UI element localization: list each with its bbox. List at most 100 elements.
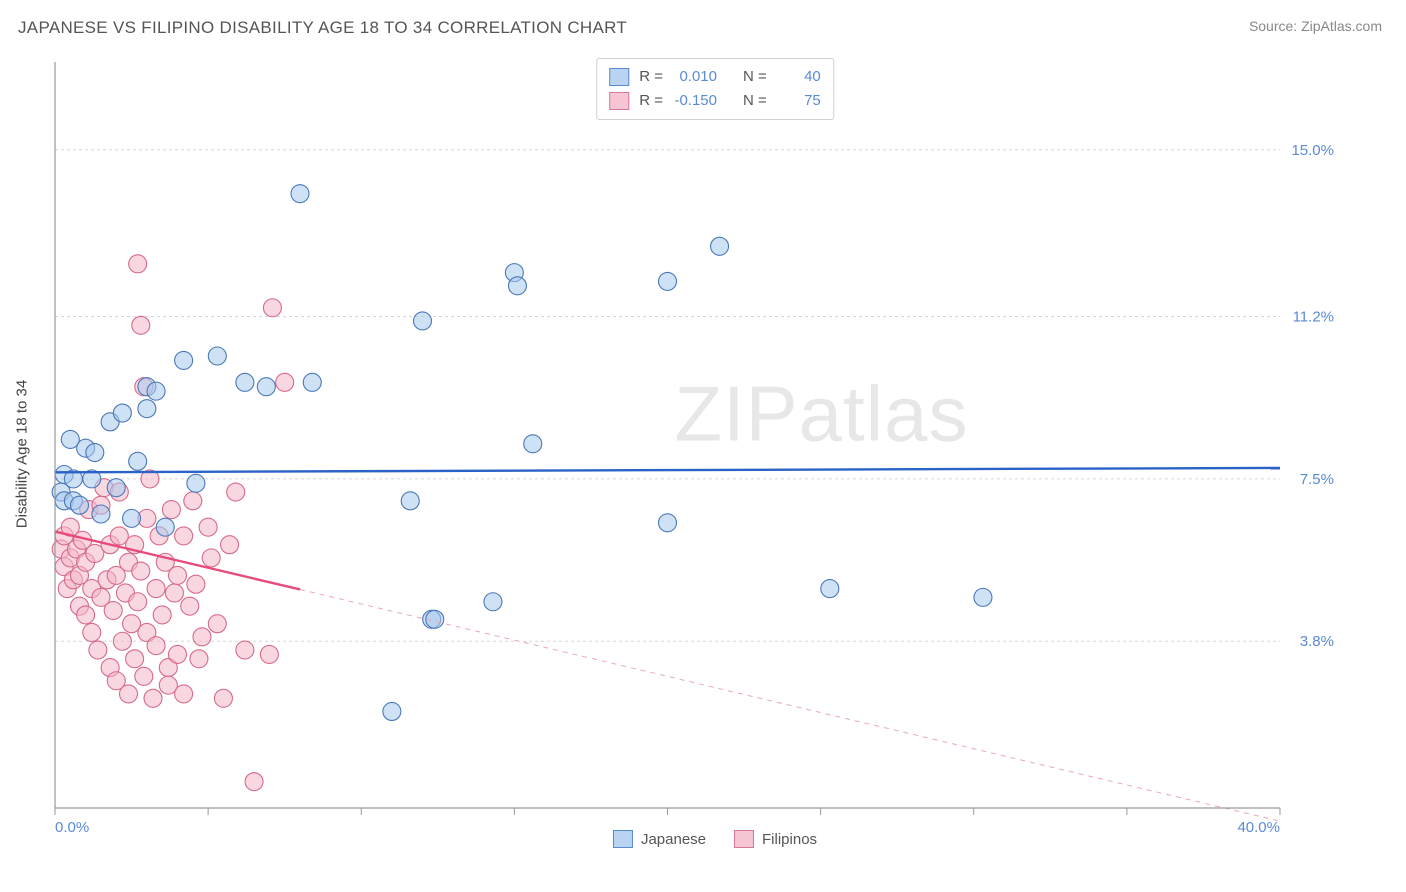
data-point — [175, 685, 193, 703]
data-point — [524, 435, 542, 453]
legend-r-label: R = — [639, 89, 663, 113]
swatch-filipinos — [609, 92, 629, 110]
y-axis-label: Disability Age 18 to 34 — [14, 380, 31, 528]
data-point — [659, 272, 677, 290]
data-point — [144, 689, 162, 707]
data-point — [221, 536, 239, 554]
legend-r-value-filipinos: -0.150 — [673, 89, 717, 113]
data-point — [132, 562, 150, 580]
swatch-japanese — [609, 68, 629, 86]
swatch-filipinos — [734, 830, 754, 848]
data-point — [508, 277, 526, 295]
data-point — [175, 351, 193, 369]
data-point — [414, 312, 432, 330]
data-point — [263, 299, 281, 317]
data-point — [169, 566, 187, 584]
data-point — [236, 373, 254, 391]
data-point — [260, 645, 278, 663]
data-point — [165, 584, 183, 602]
data-point — [190, 650, 208, 668]
svg-text:15.0%: 15.0% — [1291, 142, 1334, 159]
chart-title: JAPANESE VS FILIPINO DISABILITY AGE 18 T… — [18, 18, 627, 38]
data-point — [711, 237, 729, 255]
legend-item-filipinos: Filipinos — [734, 830, 817, 848]
data-point — [236, 641, 254, 659]
legend-r-label: R = — [639, 65, 663, 89]
legend-n-label: N = — [743, 89, 767, 113]
data-point — [83, 623, 101, 641]
data-point — [974, 588, 992, 606]
data-point — [86, 444, 104, 462]
data-point — [169, 645, 187, 663]
data-point — [132, 316, 150, 334]
data-point — [202, 549, 220, 567]
data-point — [193, 628, 211, 646]
legend-label-japanese: Japanese — [641, 831, 706, 848]
legend-row-filipinos: R = -0.150 N = 75 — [609, 89, 821, 113]
series-legend: Japanese Filipinos — [613, 830, 817, 848]
data-point — [135, 667, 153, 685]
data-point — [208, 347, 226, 365]
data-point — [187, 575, 205, 593]
trendline-japanese — [55, 468, 1280, 472]
data-point — [401, 492, 419, 510]
data-point — [153, 606, 171, 624]
data-point — [113, 632, 131, 650]
data-point — [257, 378, 275, 396]
source-attribution: Source: ZipAtlas.com — [1249, 18, 1382, 34]
data-point — [199, 518, 217, 536]
data-point — [104, 602, 122, 620]
data-point — [123, 509, 141, 527]
legend-n-value-japanese: 40 — [777, 65, 821, 89]
data-point — [276, 373, 294, 391]
data-point — [245, 773, 263, 791]
data-point — [484, 593, 502, 611]
legend-n-label: N = — [743, 65, 767, 89]
data-point — [214, 689, 232, 707]
source-prefix: Source: — [1249, 18, 1301, 34]
legend-r-value-japanese: 0.010 — [673, 65, 717, 89]
legend-n-value-filipinos: 75 — [777, 89, 821, 113]
svg-text:0.0%: 0.0% — [55, 819, 89, 836]
data-point — [303, 373, 321, 391]
data-point — [147, 580, 165, 598]
legend-label-filipinos: Filipinos — [762, 831, 817, 848]
legend-row-japanese: R = 0.010 N = 40 — [609, 65, 821, 89]
svg-text:7.5%: 7.5% — [1300, 471, 1334, 488]
data-point — [162, 501, 180, 519]
data-point — [126, 650, 144, 668]
data-point — [821, 580, 839, 598]
data-point — [383, 702, 401, 720]
svg-text:40.0%: 40.0% — [1237, 819, 1280, 836]
data-point — [129, 255, 147, 273]
legend-item-japanese: Japanese — [613, 830, 706, 848]
data-point — [129, 452, 147, 470]
swatch-japanese — [613, 830, 633, 848]
data-point — [113, 404, 131, 422]
svg-text:3.8%: 3.8% — [1300, 633, 1334, 650]
data-point — [291, 185, 309, 203]
data-point — [107, 479, 125, 497]
data-point — [120, 685, 138, 703]
data-point — [181, 597, 199, 615]
data-point — [187, 474, 205, 492]
data-point — [659, 514, 677, 532]
correlation-legend: R = 0.010 N = 40 R = -0.150 N = 75 — [596, 58, 834, 120]
data-point — [426, 610, 444, 628]
data-point — [184, 492, 202, 510]
trendline-filipinos-extrapolated — [300, 589, 1280, 821]
scatter-chart: 3.8%7.5%11.2%15.0%0.0%40.0% — [50, 54, 1350, 844]
data-point — [156, 518, 174, 536]
data-point — [208, 615, 226, 633]
data-point — [138, 400, 156, 418]
data-point — [147, 637, 165, 655]
source-link[interactable]: ZipAtlas.com — [1301, 18, 1382, 34]
data-point — [147, 382, 165, 400]
data-point — [227, 483, 245, 501]
data-point — [175, 527, 193, 545]
data-point — [71, 496, 89, 514]
chart-container: Disability Age 18 to 34 ZIPatlas R = 0.0… — [50, 54, 1380, 854]
data-point — [77, 606, 95, 624]
data-point — [129, 593, 147, 611]
data-point — [89, 641, 107, 659]
